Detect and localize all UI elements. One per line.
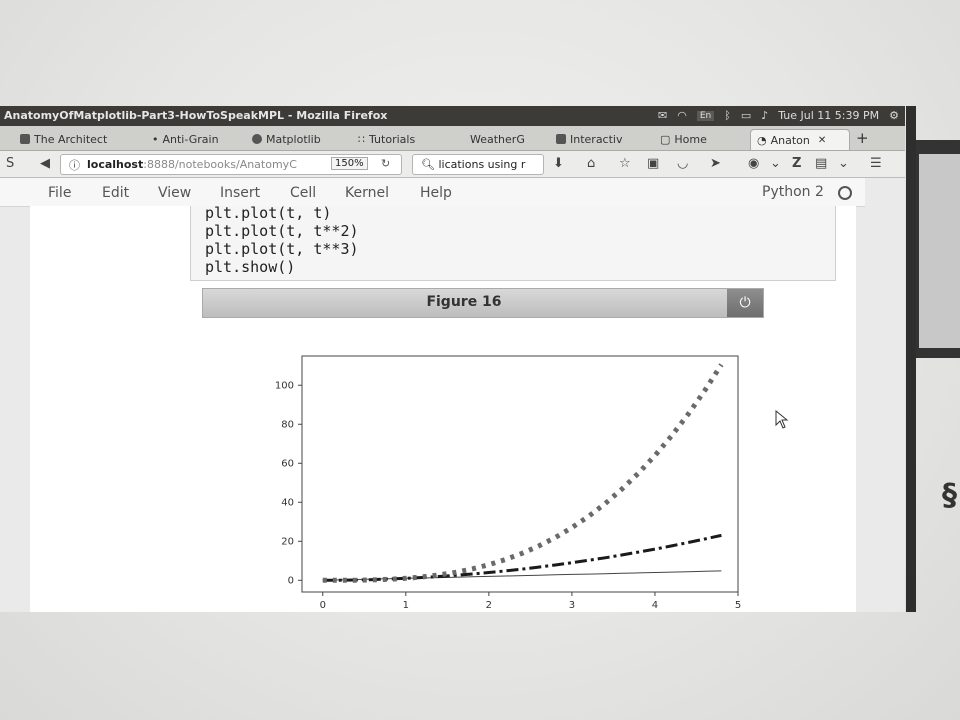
tab-anti-grain[interactable]: • Anti-Grain: [152, 132, 219, 146]
kernel-name[interactable]: Python 2: [762, 184, 824, 200]
favicon-icon: ◔: [757, 133, 767, 147]
settings-gear-icon[interactable]: ⚙: [889, 109, 899, 122]
desktop-screen: AnatomyOfMatplotlib-Part3-HowToSpeakMPL …: [0, 106, 905, 612]
tab-the-architect[interactable]: The Architect: [20, 129, 138, 149]
y-tick-label: 100: [275, 380, 294, 391]
code-input[interactable]: plt.plot(t, t) plt.plot(t, t**2) plt.plot(…: [205, 204, 359, 276]
favicon-icon: •: [152, 132, 159, 146]
zoom-level[interactable]: 150%: [331, 157, 368, 170]
url-bar[interactable]: ⓘ localhost:8888/notebooks/AnatomyC 150%…: [60, 154, 402, 175]
plot-axes-frame: [301, 355, 739, 593]
wifi-icon[interactable]: ◠: [677, 109, 687, 122]
pocket-icon[interactable]: ◡: [677, 156, 689, 171]
bookmark-star-icon[interactable]: ☆: [619, 156, 631, 171]
tab-tutorials[interactable]: ∷ Tutorials: [358, 132, 416, 146]
x-tick-label: 3: [569, 600, 575, 611]
menu-edit[interactable]: Edit: [102, 185, 130, 201]
background-text: §: [942, 478, 957, 513]
browser-navbar: S ◀ ⓘ localhost:8888/notebooks/AnatomyC …: [0, 151, 905, 178]
x-tick-label: 5: [735, 600, 741, 611]
y-tick-label: 0: [288, 575, 294, 586]
volume-icon[interactable]: ♪: [761, 109, 769, 122]
y-tick-label: 20: [281, 536, 294, 547]
chevron-down-icon[interactable]: ⌄: [838, 156, 849, 171]
series-line-3: [322, 363, 724, 583]
url-text[interactable]: localhost:8888/notebooks/AnatomyC: [87, 158, 297, 171]
search-bar[interactable]: 🔍︎ lications using r: [412, 154, 544, 175]
bluetooth-icon[interactable]: ᛒ: [724, 109, 731, 122]
battery-icon[interactable]: ▭: [740, 109, 752, 122]
figure-toolbar: Figure 16 ⏻: [202, 288, 764, 318]
chevron-down-icon[interactable]: ⌄: [770, 156, 781, 171]
menu-view[interactable]: View: [158, 185, 192, 201]
back-arrow-icon[interactable]: ◀: [40, 156, 50, 171]
menu-kernel[interactable]: Kernel: [345, 185, 389, 201]
favicon-icon: [252, 134, 262, 144]
reload-icon[interactable]: ↻: [381, 157, 391, 170]
menu-help[interactable]: Help: [420, 185, 452, 201]
power-icon: ⏻: [739, 295, 751, 311]
hamburger-menu-icon[interactable]: ☰: [870, 156, 882, 171]
clock[interactable]: Tue Jul 11 5:39 PM: [778, 109, 880, 122]
figure-title: Figure 16: [426, 294, 502, 310]
stop-interaction-button[interactable]: ⏻: [727, 289, 763, 317]
x-tick-label: 2: [486, 600, 492, 611]
mouse-cursor-icon: [775, 410, 789, 429]
window-title: AnatomyOfMatplotlib-Part3-HowToSpeakMPL …: [4, 109, 388, 122]
home-icon[interactable]: ⌂: [587, 156, 596, 171]
zotero-icon[interactable]: Z: [792, 156, 802, 171]
y-tick-label: 40: [281, 497, 294, 508]
x-tick-label: 1: [403, 600, 409, 611]
new-tab-plus-icon[interactable]: +: [856, 129, 869, 147]
menu-insert[interactable]: Insert: [220, 185, 261, 201]
download-icon[interactable]: ⬇: [553, 156, 564, 171]
background-window: [916, 140, 960, 358]
favicon-icon: [556, 134, 566, 144]
mail-icon[interactable]: ✉: [657, 109, 668, 122]
window-titlebar: AnatomyOfMatplotlib-Part3-HowToSpeakMPL …: [0, 106, 905, 126]
y-tick-label: 80: [281, 419, 294, 430]
kernel-status-indicator: [838, 186, 852, 200]
addon-icon[interactable]: ▤: [815, 156, 828, 171]
y-tick-label: 60: [281, 458, 294, 469]
search-icon: 🔍︎: [421, 158, 439, 171]
system-tray: ✉ ◠ En ᛒ ▭ ♪ Tue Jul 11 5:39 PM ⚙: [658, 109, 899, 122]
notebook-container: plt.plot(t, t) plt.plot(t, t**2) plt.plot(…: [30, 204, 856, 612]
search-text[interactable]: lications using r: [438, 158, 526, 171]
send-icon[interactable]: ➤: [710, 156, 721, 171]
series-line-1: [322, 570, 722, 581]
extension-icon[interactable]: ◉: [748, 156, 760, 171]
browser-tab-bar: The Architect • Anti-Grain Matplotlib ∷ Tu…: [0, 126, 905, 151]
info-icon[interactable]: ⓘ: [69, 159, 80, 172]
tab-home[interactable]: ▢ Home: [660, 132, 707, 146]
window-edge: [906, 106, 916, 612]
x-tick-label: 0: [320, 600, 326, 611]
briefcase-icon[interactable]: ▣: [647, 156, 660, 171]
favicon-icon: ▢: [660, 132, 671, 146]
code-cell[interactable]: plt.plot(t, t) plt.plot(t, t**2) plt.plot(…: [190, 204, 836, 281]
tab-weather[interactable]: WeatherG: [470, 132, 525, 146]
close-tab-icon[interactable]: ✕: [817, 134, 827, 146]
keyboard-layout[interactable]: En: [696, 110, 715, 121]
line-chart: 0 1 2 3 4 5 0 20 40 60 80 100: [275, 355, 741, 611]
menu-file[interactable]: File: [48, 185, 72, 201]
x-tick-label: 4: [652, 600, 658, 611]
menu-cell[interactable]: Cell: [290, 185, 317, 201]
notebook-page: File Edit View Insert Cell Kernel Help P…: [0, 178, 905, 612]
tab-matplotlib[interactable]: Matplotlib: [252, 129, 346, 149]
favicon-icon: ∷: [358, 132, 365, 146]
notebook-menubar: File Edit View Insert Cell Kernel Help P…: [0, 178, 865, 207]
tab-anatomy-active[interactable]: ◔ Anaton ✕: [750, 129, 850, 150]
sidebar-icon[interactable]: S: [6, 156, 15, 171]
favicon-icon: [20, 134, 30, 144]
tab-interactive[interactable]: Interactiv: [556, 129, 646, 149]
